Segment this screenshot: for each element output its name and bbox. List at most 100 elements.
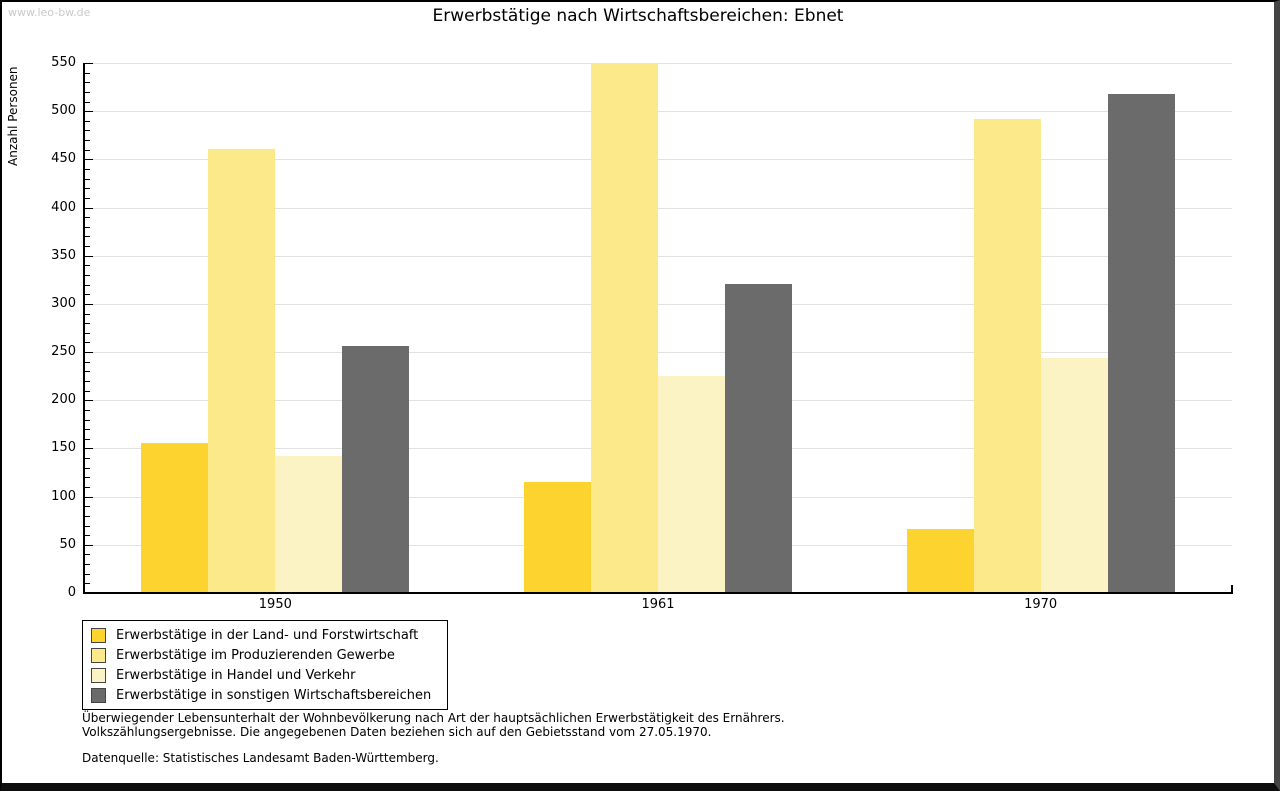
x-axis-line [83,592,1233,594]
y-axis-major-tick [85,303,93,305]
y-gridline [84,207,1232,209]
y-axis-minor-tick [85,178,90,180]
y-gridline [84,352,1232,354]
legend-swatch-icon [91,667,106,683]
y-axis-minor-tick [85,323,90,325]
y-gridline [84,63,1232,64]
y-axis-minor-tick [85,246,90,248]
y-axis-minor-tick [85,72,90,74]
y-axis-tick-label: 350 [51,247,76,263]
bar-1961-series1 [524,482,591,593]
y-axis-tick-label: 500 [51,103,76,119]
y-axis-tick-label: 550 [51,55,76,70]
y-axis-minor-tick [85,226,90,228]
legend-label: Erwerbstätige in Handel und Verkehr [116,667,356,683]
y-axis-minor-tick [85,535,90,537]
y-axis-major-tick [85,352,93,354]
bar-1970-series4 [1107,93,1175,593]
bar-1970-series3 [1040,357,1108,593]
x-axis-tick-label: 1961 [641,597,675,612]
y-axis-tick-label: 150 [51,440,76,456]
bar-1950-series3 [275,456,343,593]
legend: Erwerbstätige in der Land- und Forstwirt… [82,620,448,710]
y-axis-major-tick [85,544,93,546]
y-axis-minor-tick [85,217,90,219]
y-axis-minor-tick [85,313,90,315]
y-axis-tick-label: 0 [67,585,76,600]
chart-title: Erwerbstätige nach Wirtschaftsbereichen:… [432,6,844,26]
footnote-line-1: Überwiegender Lebensunterhalt der Wohnbe… [82,711,785,725]
y-axis-minor-tick [85,419,90,421]
bar-1950-series1 [141,442,209,593]
y-axis-minor-tick [85,487,90,488]
bar-1961-series4 [725,283,792,593]
y-axis-minor-tick [85,381,90,382]
y-axis-minor-tick [85,361,90,363]
y-axis-tick-label: 450 [51,151,76,167]
y-axis-minor-tick [85,467,90,469]
bar-1950-series2 [208,148,276,593]
y-axis-minor-tick [85,169,90,170]
y-axis-minor-tick [85,583,90,585]
y-axis-tick-label: 300 [51,295,76,311]
y-axis-major-tick [85,207,93,209]
y-axis-minor-tick [85,371,90,373]
y-axis-tick-label: 200 [51,392,76,408]
y-axis-minor-tick [85,564,90,566]
y-axis-minor-tick [85,429,90,431]
bar-1970-series2 [973,118,1041,593]
y-axis-minor-tick [85,284,90,286]
y-axis-minor-tick [85,149,90,151]
legend-item-3: Erwerbstätige in Handel und Verkehr [91,665,439,685]
y-gridline [84,159,1232,161]
footnotes: Überwiegender Lebensunterhalt der Wohnbe… [82,711,785,739]
legend-item-4: Erwerbstätige in sonstigen Wirtschaftsbe… [91,685,439,705]
y-axis-major-tick [85,448,93,450]
y-gridline [84,255,1232,257]
y-axis-minor-tick [85,140,90,142]
bar-1961-series2 [591,63,658,593]
y-axis-minor-tick [85,458,90,460]
y-axis-minor-tick [85,409,90,411]
y-axis-minor-tick [85,120,90,122]
bar-1961-series3 [658,376,725,593]
y-axis-line [83,63,85,594]
legend-item-2: Erwerbstätige im Produzierenden Gewerbe [91,645,439,665]
y-axis-tick-label: 250 [51,344,76,360]
y-axis-minor-tick [85,573,90,575]
y-axis-minor-tick [85,294,90,296]
y-gridline [84,303,1232,305]
y-axis-minor-tick [85,506,90,508]
y-axis-minor-tick [85,332,90,334]
y-axis-major-tick [85,111,93,113]
legend-label: Erwerbstätige im Produzierenden Gewerbe [116,647,395,663]
y-axis-minor-tick [85,101,90,103]
y-axis-tick-label: 400 [51,199,76,215]
y-axis-minor-tick [85,515,90,517]
y-axis-minor-tick [85,275,90,276]
y-axis-major-tick [85,63,93,64]
y-axis-minor-tick [85,236,90,238]
y-axis-tick-label: 100 [51,488,76,504]
y-axis-minor-tick [85,554,90,556]
x-axis-tick-label: 1950 [258,597,292,612]
legend-swatch-icon [91,627,106,643]
x-axis-end-tick [1231,585,1233,593]
y-axis-minor-tick [85,390,90,392]
y-axis-minor-tick [85,265,90,267]
y-axis-minor-tick [85,197,90,199]
y-axis-major-tick [85,400,93,402]
y-axis-minor-tick [85,342,90,344]
y-axis-major-tick [85,159,93,161]
y-axis-tick-label: 50 [59,536,76,552]
y-axis-minor-tick [85,130,90,132]
y-gridline [84,111,1232,113]
footnote-line-2: Volkszählungsergebnisse. Die angegebenen… [82,725,712,739]
y-axis-minor-tick [85,525,90,527]
legend-item-1: Erwerbstätige in der Land- und Forstwirt… [91,625,439,645]
legend-label: Erwerbstätige in der Land- und Forstwirt… [116,627,419,643]
y-axis-minor-tick [85,91,90,93]
data-source: Datenquelle: Statistisches Landesamt Bad… [82,751,439,765]
